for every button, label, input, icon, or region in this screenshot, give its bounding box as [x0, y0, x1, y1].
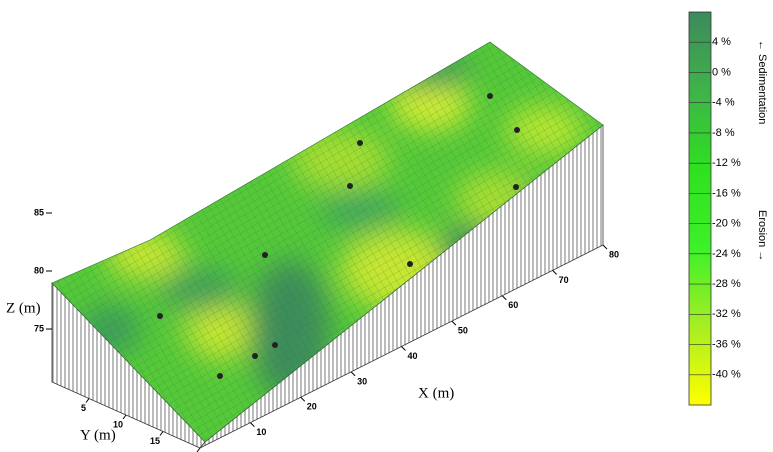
colorbar-tick-label: -40 % — [712, 369, 741, 381]
y-axis-label: Y (m) — [80, 427, 116, 443]
x-tick-label: 30 — [357, 376, 367, 386]
y-tick-label: 5 — [81, 403, 86, 413]
x-tick — [250, 422, 255, 427]
z-tick-label: 80 — [34, 265, 44, 275]
x-tick — [401, 346, 406, 351]
colorbar-tick-label: -12 % — [712, 157, 741, 169]
colorbar-tick-label: 0 % — [712, 66, 731, 78]
x-tick — [602, 244, 608, 250]
z-tick-label: 75 — [34, 323, 44, 333]
z-tick-label: 85 — [34, 207, 44, 217]
colorbar-tick-label: -20 % — [712, 218, 741, 230]
x-tick-label: 70 — [559, 275, 569, 285]
y-tick-label: 10 — [113, 419, 123, 429]
surface-outline — [51, 41, 604, 443]
x-tick — [300, 396, 306, 402]
x-tick-label: 10 — [256, 427, 266, 437]
colorbar-tick-label: -28 % — [712, 278, 741, 290]
colorbar-tick-label: -4 % — [712, 97, 735, 109]
y-tick — [196, 447, 201, 452]
z-axis-label: Z (m) — [6, 300, 41, 316]
colorbar — [688, 11, 712, 406]
x-tick-label: 40 — [408, 351, 418, 361]
y-tick-label: 15 — [150, 436, 160, 446]
y-tick — [159, 431, 164, 436]
x-tick-label: 20 — [307, 402, 317, 412]
y-tick — [85, 398, 90, 403]
x-tick-label: 80 — [609, 249, 619, 259]
x-tick-label: 50 — [458, 326, 468, 336]
colorbar-tick-label: 4 % — [712, 36, 731, 48]
colorbar-tick-label: -36 % — [712, 338, 741, 350]
x-tick — [501, 295, 507, 301]
sample-points — [157, 93, 520, 379]
x-tick — [552, 270, 557, 275]
x-tick-label: 60 — [508, 300, 518, 310]
sedimentation-label: ← Sedimentation — [756, 40, 768, 124]
colorbar-tick-label: -16 % — [712, 187, 741, 199]
x-axis-label: X (m) — [418, 385, 454, 401]
colorbar-tick-label: -8 % — [712, 127, 735, 139]
x-tick — [350, 371, 356, 377]
colorbar-tick-label: -24 % — [712, 248, 741, 260]
erosion-label: Erosion → — [756, 210, 768, 261]
colorbar-tick-label: -32 % — [712, 308, 741, 320]
y-tick — [122, 414, 127, 420]
x-tick — [451, 320, 457, 326]
